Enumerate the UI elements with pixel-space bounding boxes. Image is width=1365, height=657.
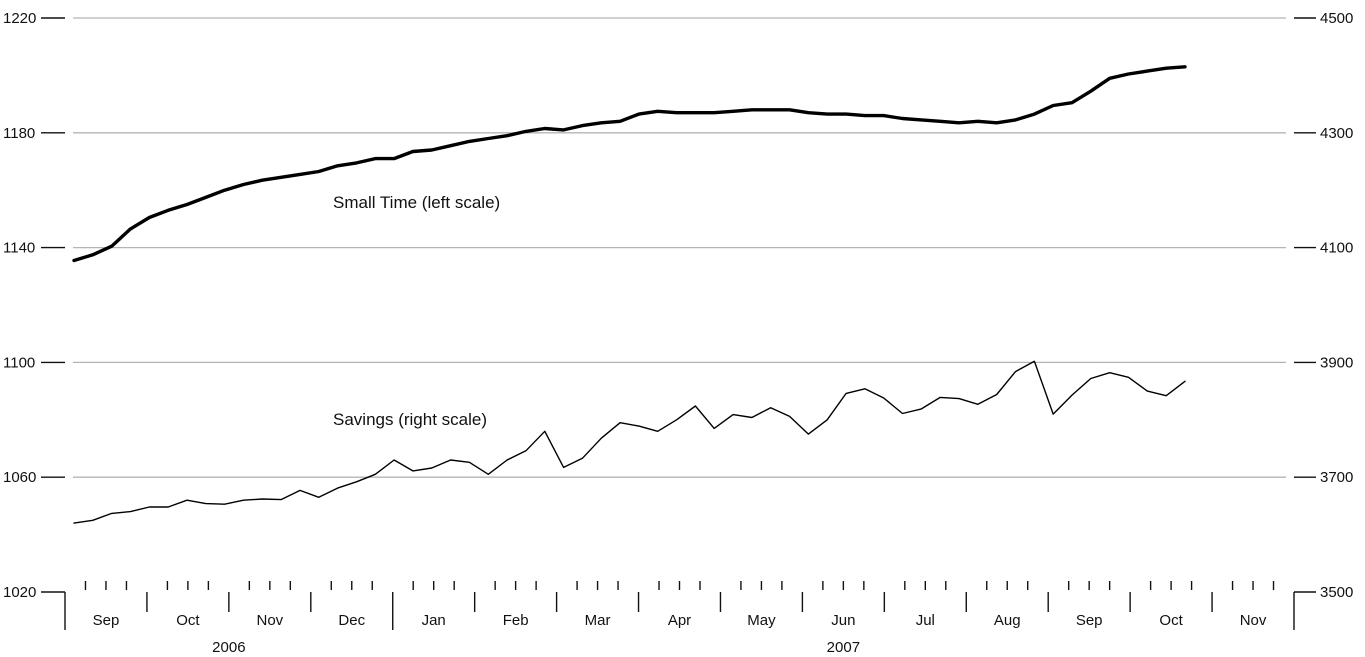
month-label: Mar (585, 612, 611, 629)
year-label: 2007 (827, 639, 860, 656)
month-label: Oct (176, 612, 200, 629)
left-tick-label: 1060 (3, 469, 36, 486)
annotation-small-time: Small Time (left scale) (333, 193, 500, 212)
axes: 1020 1060 1100 1140 1180 1220 3500 3700 3900 4100… (3, 10, 1353, 656)
right-tick-label: 3500 (1320, 584, 1353, 601)
month-label: Sep (1076, 612, 1103, 629)
month-label: Apr (668, 612, 691, 629)
month-label: Jul (916, 612, 935, 629)
series-line-savings (73, 360, 1186, 524)
right-tick-label: 4500 (1320, 10, 1353, 27)
left-tick-label: 1100 (3, 354, 35, 371)
month-label: Oct (1159, 612, 1183, 629)
month-label: Jan (422, 612, 446, 629)
month-label: Nov (1240, 612, 1267, 629)
month-label: Aug (994, 612, 1021, 629)
gridlines (73, 17, 1286, 478)
left-tick-label: 1140 (3, 240, 35, 257)
series-lines (72, 65, 1187, 524)
left-tick-label: 1020 (3, 584, 36, 601)
series-line-small-time (72, 65, 1187, 263)
month-label: Dec (338, 612, 365, 629)
month-label: Sep (93, 612, 120, 629)
right-tick-label: 3700 (1320, 469, 1353, 486)
month-label: Jun (831, 612, 855, 629)
right-tick-label: 4100 (1320, 240, 1353, 257)
left-tick-label: 1220 (3, 10, 36, 27)
right-tick-label: 4300 (1320, 125, 1353, 142)
annotation-savings: Savings (right scale) (333, 410, 487, 429)
month-label: Feb (503, 612, 529, 629)
year-label: 2006 (212, 639, 245, 656)
month-label: May (747, 612, 776, 629)
left-tick-label: 1180 (3, 125, 35, 142)
right-tick-label: 3900 (1320, 354, 1353, 371)
month-label: Nov (256, 612, 283, 629)
